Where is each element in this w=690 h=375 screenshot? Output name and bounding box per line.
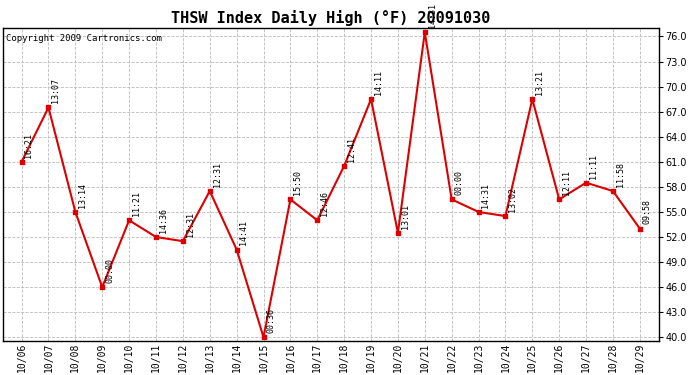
Point xyxy=(312,217,323,223)
Text: 12:46: 12:46 xyxy=(320,191,329,216)
Text: 12:31: 12:31 xyxy=(213,162,221,187)
Point xyxy=(231,246,242,252)
Text: 11:58: 11:58 xyxy=(615,162,624,187)
Point xyxy=(553,196,564,202)
Text: 11:21: 11:21 xyxy=(132,191,141,216)
Point xyxy=(258,334,269,340)
Text: 13:14: 13:14 xyxy=(78,183,87,208)
Text: 14:11: 14:11 xyxy=(374,70,383,95)
Point xyxy=(16,159,27,165)
Point xyxy=(580,180,591,186)
Text: 14:31: 14:31 xyxy=(482,183,491,208)
Point xyxy=(204,188,215,194)
Point xyxy=(70,209,81,215)
Text: 14:41: 14:41 xyxy=(239,220,248,245)
Text: 13:07: 13:07 xyxy=(51,78,60,104)
Text: 13:01: 13:01 xyxy=(401,204,410,229)
Text: 12:31: 12:31 xyxy=(186,212,195,237)
Point xyxy=(446,196,457,202)
Point xyxy=(285,196,296,202)
Point xyxy=(43,105,54,111)
Text: 13:02: 13:02 xyxy=(509,187,518,212)
Text: 00:00: 00:00 xyxy=(105,258,114,283)
Point xyxy=(150,234,161,240)
Text: 12:41: 12:41 xyxy=(347,137,356,162)
Point xyxy=(526,96,538,102)
Point xyxy=(473,209,484,215)
Point xyxy=(366,96,377,102)
Point xyxy=(393,230,404,236)
Text: 16:21: 16:21 xyxy=(24,133,33,158)
Text: 13:21: 13:21 xyxy=(535,70,544,95)
Text: 00:00: 00:00 xyxy=(455,170,464,195)
Point xyxy=(177,238,188,244)
Text: 00:36: 00:36 xyxy=(266,308,275,333)
Text: Copyright 2009 Cartronics.com: Copyright 2009 Cartronics.com xyxy=(6,34,162,44)
Text: 14:36: 14:36 xyxy=(159,208,168,233)
Point xyxy=(124,217,135,223)
Text: 14:31: 14:31 xyxy=(428,3,437,28)
Point xyxy=(420,29,431,35)
Text: 12:11: 12:11 xyxy=(562,170,571,195)
Point xyxy=(634,226,645,232)
Title: THSW Index Daily High (°F) 20091030: THSW Index Daily High (°F) 20091030 xyxy=(171,9,491,26)
Point xyxy=(500,213,511,219)
Point xyxy=(97,284,108,290)
Point xyxy=(607,188,618,194)
Text: 15:50: 15:50 xyxy=(293,170,302,195)
Text: 09:58: 09:58 xyxy=(642,200,651,225)
Point xyxy=(339,163,350,169)
Text: 11:11: 11:11 xyxy=(589,153,598,178)
